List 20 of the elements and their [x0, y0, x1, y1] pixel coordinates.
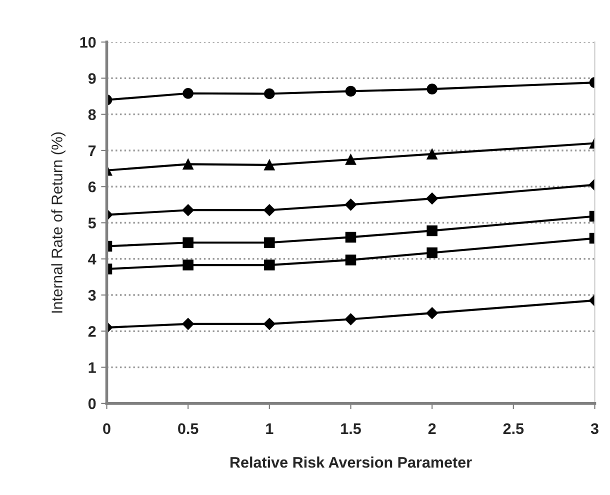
y-tick-label: 8: [88, 109, 96, 120]
y-tick-label: 2: [88, 326, 96, 337]
y-tick-label: 7: [88, 146, 96, 156]
y-tick-label: 0: [88, 398, 96, 410]
y-tick-label: 9: [88, 73, 96, 84]
x-tick-label: 1.5: [341, 423, 361, 434]
x-tick-label: 1: [266, 423, 274, 434]
x-tick-label: 2.5: [503, 423, 524, 434]
y-tick-label: 1: [88, 362, 96, 373]
y-axis-title: Internal Rate of Return (%): [51, 132, 66, 313]
y-tick-label: 5: [88, 218, 96, 228]
x-axis-title: Relative Risk Aversion Parameter: [230, 456, 472, 468]
y-tick-label: 3: [88, 290, 96, 301]
y-tick-label: 4: [88, 254, 96, 264]
y-tick-label: 10: [80, 36, 96, 48]
x-tick-label: 2: [428, 423, 436, 434]
x-tick-label: 0: [103, 423, 110, 434]
x-tick-label: 0.5: [178, 423, 198, 434]
y-tick-label: 6: [88, 181, 96, 192]
x-tick-label: 3: [590, 423, 598, 434]
